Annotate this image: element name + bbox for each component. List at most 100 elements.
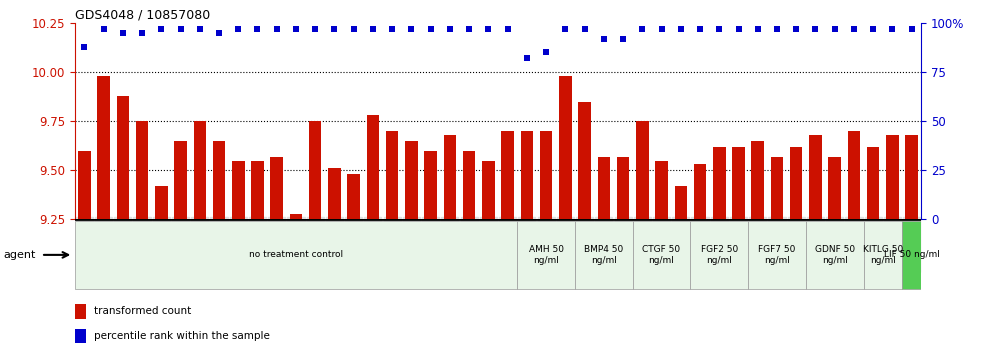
Bar <box>905 135 918 219</box>
Point <box>692 26 708 32</box>
Bar <box>690 221 748 289</box>
Bar <box>864 221 902 289</box>
Text: GDNF 50
ng/ml: GDNF 50 ng/ml <box>815 245 855 264</box>
Bar <box>829 156 841 219</box>
Bar <box>482 160 495 219</box>
Point <box>365 26 380 32</box>
Bar <box>790 147 803 219</box>
Bar <box>329 169 341 219</box>
Bar <box>385 131 398 219</box>
Bar <box>443 135 456 219</box>
Point <box>596 36 612 41</box>
Text: FGF7 50
ng/ml: FGF7 50 ng/ml <box>758 245 796 264</box>
Point <box>134 30 150 36</box>
Point <box>846 26 862 32</box>
Point <box>153 26 169 32</box>
Bar <box>290 213 302 219</box>
Point <box>903 26 919 32</box>
Text: FGF2 50
ng/ml: FGF2 50 ng/ml <box>700 245 738 264</box>
Bar <box>405 141 417 219</box>
Bar <box>540 131 553 219</box>
Point <box>673 26 689 32</box>
Bar <box>559 76 572 219</box>
Bar <box>575 221 632 289</box>
Point <box>327 26 343 32</box>
Point <box>77 44 93 50</box>
Text: percentile rank within the sample: percentile rank within the sample <box>94 331 270 341</box>
Point <box>827 26 843 32</box>
Point <box>711 26 727 32</box>
Point <box>480 26 496 32</box>
Bar <box>193 121 206 219</box>
Text: agent: agent <box>3 250 36 260</box>
Bar <box>424 151 437 219</box>
Text: LIF 50 ng/ml: LIF 50 ng/ml <box>883 250 939 259</box>
Bar <box>75 304 86 319</box>
Bar <box>348 174 360 219</box>
Point <box>653 26 669 32</box>
Point <box>634 26 650 32</box>
Bar <box>517 221 575 289</box>
Point <box>288 26 304 32</box>
Point <box>808 26 824 32</box>
Point <box>538 50 554 55</box>
Bar <box>902 221 921 289</box>
Text: KITLG 50
ng/ml: KITLG 50 ng/ml <box>863 245 903 264</box>
Point <box>519 56 535 61</box>
Bar <box>806 221 864 289</box>
Bar <box>732 147 745 219</box>
Point <box>384 26 400 32</box>
Bar <box>655 160 667 219</box>
Bar <box>232 160 244 219</box>
Point <box>461 26 477 32</box>
Bar <box>501 131 514 219</box>
Bar <box>632 221 690 289</box>
Bar <box>271 156 283 219</box>
Bar <box>867 147 879 219</box>
Point <box>884 26 900 32</box>
Point <box>250 26 266 32</box>
Bar <box>809 135 822 219</box>
Text: CTGF 50
ng/ml: CTGF 50 ng/ml <box>642 245 680 264</box>
Bar <box>598 156 611 219</box>
Point <box>230 26 246 32</box>
Bar <box>213 141 225 219</box>
Bar <box>521 131 533 219</box>
Text: BMP4 50
ng/ml: BMP4 50 ng/ml <box>585 245 623 264</box>
Bar <box>694 165 706 219</box>
Bar <box>309 121 322 219</box>
Bar <box>75 329 86 343</box>
Bar <box>886 135 898 219</box>
Point <box>172 26 188 32</box>
Bar <box>135 121 148 219</box>
Point <box>403 26 419 32</box>
Bar <box>155 186 167 219</box>
Bar <box>752 141 764 219</box>
Bar <box>848 131 861 219</box>
Bar <box>579 102 591 219</box>
Bar <box>78 151 91 219</box>
Bar <box>251 160 264 219</box>
Point <box>577 26 593 32</box>
Bar <box>75 221 517 289</box>
Point <box>346 26 362 32</box>
Point <box>115 30 130 36</box>
Point <box>422 26 438 32</box>
Point <box>211 30 227 36</box>
Bar <box>117 96 129 219</box>
Point <box>269 26 285 32</box>
Bar <box>98 76 110 219</box>
Point <box>192 26 208 32</box>
Text: AMH 50
ng/ml: AMH 50 ng/ml <box>529 245 564 264</box>
Bar <box>463 151 475 219</box>
Bar <box>617 156 629 219</box>
Text: no treatment control: no treatment control <box>249 250 343 259</box>
Bar <box>636 121 648 219</box>
Point <box>750 26 766 32</box>
Bar <box>174 141 187 219</box>
Point <box>96 26 112 32</box>
Point <box>769 26 785 32</box>
Point <box>788 26 804 32</box>
Point <box>866 26 881 32</box>
Point <box>307 26 323 32</box>
